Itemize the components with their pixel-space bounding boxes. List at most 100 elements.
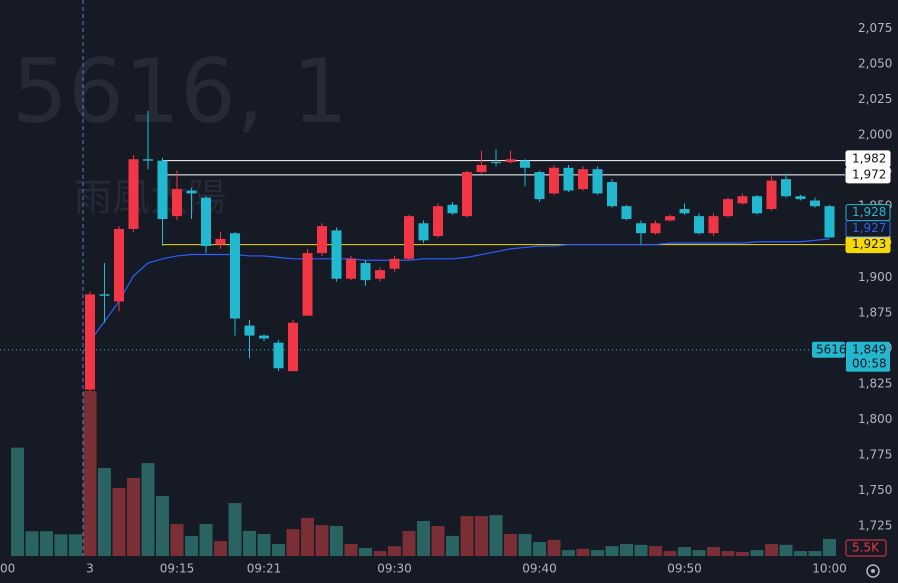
volume-bar	[576, 548, 590, 556]
candle-body	[462, 172, 472, 217]
volume-bar	[359, 547, 372, 556]
candle-body	[766, 180, 777, 210]
y-tick-label: 1,750	[858, 483, 892, 497]
x-tick-label: 3	[86, 562, 94, 576]
candle-body	[708, 216, 719, 234]
volume-bar	[634, 544, 648, 556]
x-tick-label: 10:00	[812, 562, 847, 576]
volume-bar	[707, 547, 720, 556]
candle-body	[752, 196, 762, 214]
candle-body	[230, 233, 240, 319]
candle-body	[389, 258, 400, 269]
candle-body	[534, 172, 545, 200]
volume-bar	[11, 447, 24, 556]
price-label: 1,927	[852, 221, 886, 235]
y-tick-label: 2,075	[858, 21, 892, 35]
candle-body	[810, 200, 820, 207]
candle-body	[563, 167, 574, 191]
price-label-box	[845, 204, 891, 222]
settings-button[interactable]	[866, 564, 880, 578]
candle-body	[578, 169, 588, 190]
volume-bar	[199, 524, 213, 556]
volume-bar	[460, 516, 474, 556]
y-tick-label: 2,000	[858, 128, 892, 142]
candle-body	[302, 253, 313, 316]
candle-body	[549, 167, 559, 194]
volume-bar	[141, 463, 155, 556]
candle-body	[99, 294, 110, 296]
y-tick-label: 1,775	[858, 448, 892, 462]
candle-body	[520, 160, 530, 168]
candle-body	[650, 223, 661, 234]
price-label: 1,982	[852, 151, 886, 165]
volume-bar	[475, 516, 488, 556]
candle-body	[317, 226, 327, 254]
volume-bar	[533, 542, 546, 556]
volume-bar	[562, 550, 575, 556]
volume-bar	[431, 525, 445, 556]
candle-body	[418, 223, 429, 241]
volume-bar	[649, 546, 662, 556]
watermark-sub: 雨風太陽	[74, 176, 226, 220]
vwap-line	[89, 238, 830, 342]
candle-body	[244, 325, 255, 336]
price-label: 1,928	[852, 205, 886, 219]
volume-bar	[547, 539, 561, 556]
y-tick-label: 1,725	[858, 519, 892, 533]
volume-bar	[185, 535, 198, 556]
plot	[0, 110, 845, 556]
symbol-label: 5616	[816, 342, 847, 356]
volume-bar	[794, 551, 807, 556]
last-price-box	[846, 341, 890, 372]
candle-body	[694, 216, 704, 234]
volume-bar	[504, 534, 517, 556]
volume-bar	[736, 551, 749, 556]
volume-bar	[489, 515, 503, 556]
candle-body	[679, 209, 690, 214]
y-tick-label: 1,825	[858, 376, 892, 390]
volume-bar	[779, 544, 793, 556]
volume-bar	[692, 550, 706, 556]
candle-body	[433, 206, 443, 237]
volume-bar	[112, 487, 126, 556]
candle-body	[172, 189, 182, 217]
price-label: 1,972	[852, 167, 886, 181]
y-tick-label: 1,900	[858, 270, 892, 284]
candle-body	[273, 342, 284, 369]
volume-bar	[156, 495, 169, 556]
candle-body	[259, 335, 269, 339]
candle-body	[114, 228, 124, 302]
volume-bar	[446, 535, 459, 556]
y-tick-label: 1,875	[858, 305, 892, 319]
price-label-box	[845, 150, 891, 168]
candle-body	[128, 159, 139, 229]
x-tick-label: 09:15	[160, 562, 195, 576]
candle-body	[824, 206, 835, 238]
volume-bar	[402, 530, 416, 556]
x-tick-label: 09:50	[667, 562, 702, 576]
x-tick-label: 09:30	[377, 562, 412, 576]
x-tick-label: 09:40	[522, 562, 557, 576]
candle-body	[404, 216, 414, 259]
volume-label: 5.5K	[852, 541, 880, 555]
volume-bar	[765, 543, 778, 556]
candle-body	[447, 204, 458, 214]
candle-body	[636, 223, 646, 234]
volume-bar	[40, 531, 53, 556]
y-tick-label: 2,050	[858, 56, 892, 70]
x-tick-label: 09:21	[247, 562, 282, 576]
volume-bar	[417, 521, 430, 556]
countdown-label: 00:58	[852, 356, 887, 370]
volume-bar	[330, 525, 343, 556]
candle-body	[592, 169, 603, 194]
volume-bar	[83, 391, 97, 556]
last-price-label: 1,849	[852, 342, 886, 356]
volume-bar	[243, 530, 256, 556]
volume-bar	[25, 531, 39, 556]
volume-bar	[591, 550, 604, 556]
candle-body	[360, 263, 371, 281]
price-label: 1,923	[852, 237, 886, 251]
candle-body	[665, 216, 675, 221]
candle-body	[491, 162, 501, 164]
